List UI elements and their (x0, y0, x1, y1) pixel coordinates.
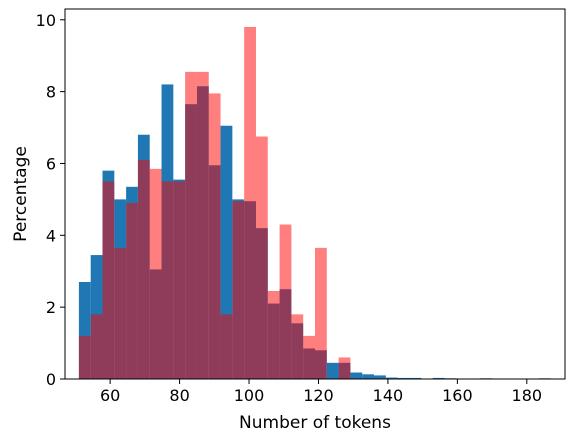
series-2-bar (161, 181, 174, 379)
x-tick-label: 120 (303, 386, 334, 405)
series-2-bars (78, 26, 351, 380)
series-2-bar (232, 201, 245, 379)
y-axis: 0 2 4 6 8 10 (36, 11, 65, 389)
series-2-bar (315, 247, 327, 379)
series-2-bar (102, 181, 115, 379)
x-tick-label: 100 (234, 386, 265, 405)
series-2-bar (196, 71, 209, 379)
series-2-bar (137, 159, 150, 379)
series-2-bar (303, 335, 315, 379)
series-2-bar (220, 314, 233, 379)
y-tick-label: 2 (46, 298, 56, 317)
series-1-bar (374, 375, 386, 379)
series-2-bar (149, 168, 162, 379)
series-2-bar (173, 181, 186, 379)
series-2-bar (114, 247, 127, 379)
y-tick-label: 10 (36, 11, 56, 30)
series-1-bar (350, 372, 363, 379)
series-2-bar (244, 26, 256, 380)
series-2-bar (338, 357, 351, 379)
y-tick-label: 0 (46, 370, 56, 389)
series-1-bar (432, 377, 445, 379)
series-2-bar (78, 335, 91, 379)
series-1-bar (220, 125, 233, 379)
y-tick-label: 8 (46, 83, 56, 102)
y-tick-label: 4 (46, 226, 56, 245)
y-tick-label: 6 (46, 154, 56, 173)
x-tick-label: 60 (100, 386, 120, 405)
series-1-bar (78, 282, 91, 379)
series-2-bar (279, 224, 292, 379)
axes-frame (64, 8, 566, 380)
series-2-bar (208, 93, 221, 379)
series-2-bar (126, 202, 138, 379)
series-1-bar (362, 374, 375, 379)
series-1-bar (397, 377, 410, 379)
series-1-bar (385, 377, 398, 379)
series-2-bar (255, 136, 268, 379)
series-2-bar (267, 290, 280, 379)
x-tick-label: 80 (169, 386, 189, 405)
plot-area (78, 26, 551, 380)
x-tick-label: 160 (442, 386, 473, 405)
series-2-bar (185, 71, 197, 379)
x-tick-label: 180 (512, 386, 543, 405)
series-1-bar (326, 362, 339, 379)
series-1-bar (409, 377, 422, 379)
x-axis-label: Number of tokens (239, 413, 391, 433)
series-2-bar (90, 314, 103, 379)
x-axis: 60 80 100 120 140 160 180 (100, 379, 542, 405)
series-2-bar (291, 314, 304, 379)
y-axis-label: Percentage (11, 146, 31, 242)
x-tick-label: 140 (373, 386, 404, 405)
